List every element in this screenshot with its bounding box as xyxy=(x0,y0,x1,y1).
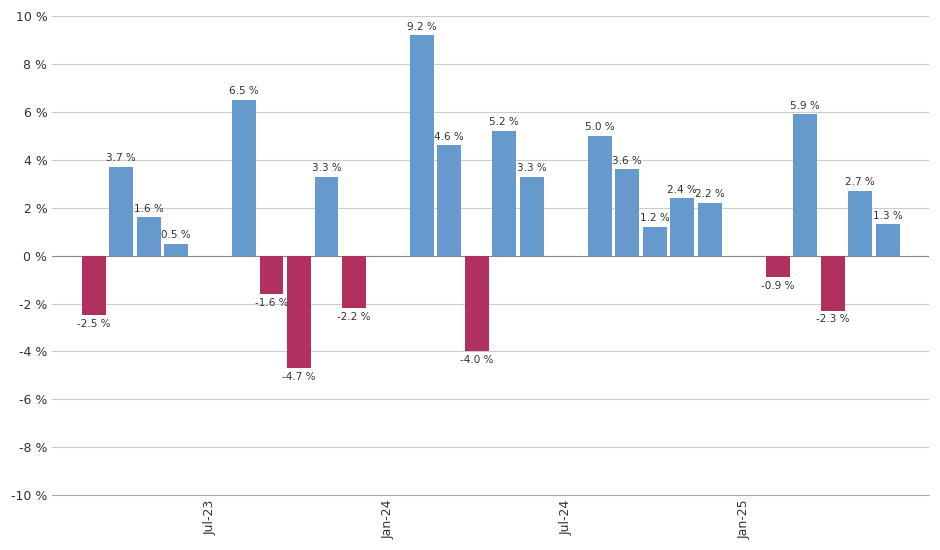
Text: 1.2 %: 1.2 % xyxy=(640,213,669,223)
Text: 3.6 %: 3.6 % xyxy=(612,156,642,166)
Bar xyxy=(287,256,311,368)
Bar xyxy=(232,100,256,256)
Text: 1.6 %: 1.6 % xyxy=(133,204,164,214)
Bar xyxy=(342,256,366,309)
Bar xyxy=(493,131,516,256)
Bar xyxy=(616,169,639,256)
Bar xyxy=(588,136,612,256)
Text: 6.5 %: 6.5 % xyxy=(229,86,258,96)
Bar xyxy=(109,167,133,256)
Text: -4.7 %: -4.7 % xyxy=(282,372,316,382)
Bar xyxy=(465,256,489,351)
Bar xyxy=(670,198,694,256)
Bar xyxy=(697,203,722,256)
Text: 2.4 %: 2.4 % xyxy=(667,185,697,195)
Text: 9.2 %: 9.2 % xyxy=(407,21,437,32)
Bar xyxy=(136,217,161,256)
Bar xyxy=(437,145,462,256)
Text: 2.7 %: 2.7 % xyxy=(845,177,875,188)
Text: -2.2 %: -2.2 % xyxy=(337,312,370,322)
Text: 1.3 %: 1.3 % xyxy=(872,211,902,221)
Text: 2.2 %: 2.2 % xyxy=(695,189,725,199)
Text: -0.9 %: -0.9 % xyxy=(760,280,794,291)
Text: 5.0 %: 5.0 % xyxy=(585,122,615,132)
Bar xyxy=(315,177,338,256)
Text: 5.2 %: 5.2 % xyxy=(490,118,519,128)
Bar xyxy=(848,191,872,256)
Text: 4.6 %: 4.6 % xyxy=(434,132,464,142)
Text: 0.5 %: 0.5 % xyxy=(162,230,191,240)
Bar xyxy=(793,114,817,256)
Text: -1.6 %: -1.6 % xyxy=(255,298,289,307)
Bar xyxy=(821,256,844,311)
Bar xyxy=(259,256,283,294)
Text: -2.3 %: -2.3 % xyxy=(816,314,850,324)
Text: 3.7 %: 3.7 % xyxy=(106,153,136,163)
Bar xyxy=(410,35,433,256)
Text: -2.5 %: -2.5 % xyxy=(77,319,110,329)
Bar xyxy=(520,177,544,256)
Bar xyxy=(82,256,105,316)
Bar xyxy=(164,244,188,256)
Text: 3.3 %: 3.3 % xyxy=(312,163,341,173)
Bar xyxy=(766,256,790,277)
Bar xyxy=(643,227,666,256)
Bar xyxy=(876,224,900,256)
Text: -4.0 %: -4.0 % xyxy=(461,355,494,365)
Text: 5.9 %: 5.9 % xyxy=(791,101,820,111)
Text: 3.3 %: 3.3 % xyxy=(517,163,547,173)
